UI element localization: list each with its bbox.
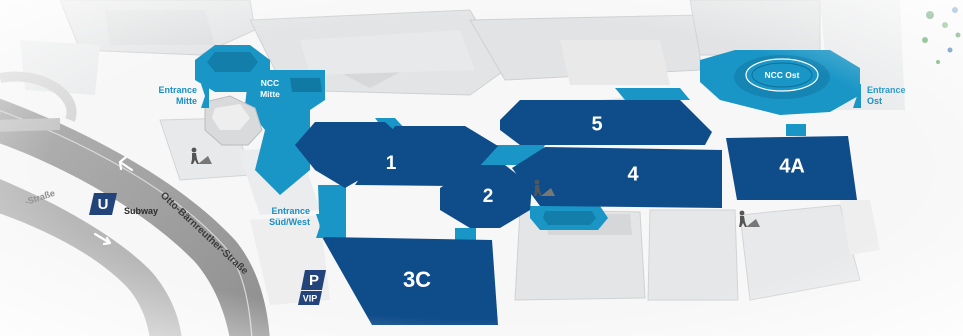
parking-label: VIP — [303, 293, 318, 303]
subway-letter: U — [98, 196, 109, 213]
hall-3c-label: 3C — [403, 267, 431, 292]
parking-letter: P — [309, 272, 319, 289]
hall-4a-label: 4A — [779, 155, 805, 177]
entrance-mitte-label-2: Mitte — [176, 96, 197, 106]
hall-4-label: 4 — [627, 163, 639, 185]
ncc-ost-label: NCC Ost — [765, 70, 800, 80]
entrance-mitte-label-1: Entrance — [158, 85, 197, 95]
entrance-ost-label-1: Entrance — [867, 85, 906, 95]
ncc-mitte-label-1: NCC — [261, 78, 279, 88]
hall-2-label: 2 — [483, 186, 494, 207]
entrance-sued-west-label-2: Süd/West — [269, 217, 310, 227]
entrance-ost-label-2: Ost — [867, 96, 882, 106]
hall-1-label: 1 — [386, 153, 397, 174]
ncc-mitte-label-2: Mitte — [260, 89, 280, 99]
hall-5-label: 5 — [591, 113, 602, 135]
hall-5[interactable] — [500, 100, 712, 145]
hall-4[interactable] — [512, 147, 722, 208]
subway-label: Subway — [124, 206, 158, 216]
entrance-sued-west-label-1: Entrance — [271, 206, 310, 216]
